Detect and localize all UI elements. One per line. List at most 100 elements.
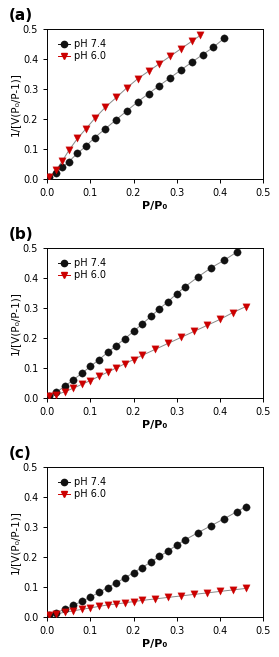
Point bbox=[123, 333, 127, 344]
Point bbox=[125, 105, 129, 116]
Point bbox=[114, 114, 119, 125]
Point bbox=[222, 514, 226, 524]
Point bbox=[80, 604, 84, 615]
Point bbox=[54, 390, 58, 400]
Point bbox=[244, 238, 248, 249]
Point bbox=[62, 386, 67, 397]
Point bbox=[140, 562, 145, 573]
Point bbox=[174, 288, 179, 299]
Point bbox=[166, 338, 170, 349]
Point bbox=[103, 124, 108, 134]
Point bbox=[60, 162, 64, 173]
Point bbox=[131, 354, 136, 365]
Point bbox=[149, 557, 153, 568]
Point bbox=[88, 375, 93, 386]
Point bbox=[222, 255, 226, 265]
Point bbox=[54, 387, 58, 397]
Point bbox=[67, 156, 71, 167]
Point bbox=[71, 600, 75, 611]
X-axis label: P/P₀: P/P₀ bbox=[142, 639, 168, 648]
Point bbox=[114, 363, 119, 373]
Point bbox=[157, 304, 162, 314]
Point bbox=[114, 340, 119, 351]
Point bbox=[62, 607, 67, 618]
Point bbox=[166, 296, 170, 307]
Point bbox=[157, 551, 162, 562]
Point bbox=[168, 51, 172, 62]
Point bbox=[205, 320, 209, 330]
Point bbox=[54, 168, 58, 178]
Point bbox=[166, 546, 170, 556]
Point bbox=[105, 582, 110, 593]
Point bbox=[166, 592, 170, 602]
Point bbox=[62, 604, 67, 615]
Point bbox=[179, 64, 183, 75]
Point bbox=[200, 49, 205, 60]
Point bbox=[97, 587, 101, 598]
Point bbox=[136, 74, 140, 84]
Y-axis label: 1/[V(P₀/P-1)]: 1/[V(P₀/P-1)] bbox=[10, 72, 20, 136]
Point bbox=[88, 602, 93, 613]
Point bbox=[196, 271, 201, 282]
Point bbox=[123, 573, 127, 583]
Point bbox=[196, 528, 201, 538]
Text: (a): (a) bbox=[8, 9, 33, 23]
Point bbox=[146, 88, 151, 99]
Point bbox=[84, 141, 88, 151]
Point bbox=[75, 133, 80, 144]
Text: (c): (c) bbox=[8, 446, 31, 461]
Point bbox=[235, 246, 239, 257]
Point bbox=[97, 371, 101, 382]
Point bbox=[183, 281, 187, 292]
Point bbox=[71, 374, 75, 385]
Point bbox=[244, 501, 248, 512]
Point bbox=[131, 568, 136, 578]
Point bbox=[192, 326, 196, 336]
Point bbox=[222, 33, 226, 43]
Point bbox=[80, 379, 84, 390]
Point bbox=[47, 610, 52, 621]
Point bbox=[92, 113, 97, 124]
Point bbox=[174, 540, 179, 551]
Legend: pH 7.4, pH 6.0: pH 7.4, pH 6.0 bbox=[56, 37, 108, 63]
Point bbox=[131, 597, 136, 607]
Y-axis label: 1/[V(P₀/P-1)]: 1/[V(P₀/P-1)] bbox=[10, 510, 20, 574]
Point bbox=[47, 391, 52, 401]
Point bbox=[230, 585, 235, 595]
Point bbox=[114, 92, 119, 102]
Point bbox=[60, 156, 64, 166]
Point bbox=[205, 587, 209, 598]
Legend: pH 7.4, pH 6.0: pH 7.4, pH 6.0 bbox=[56, 256, 108, 282]
Point bbox=[123, 598, 127, 608]
Point bbox=[88, 592, 93, 602]
Point bbox=[183, 534, 187, 545]
Legend: pH 7.4, pH 6.0: pH 7.4, pH 6.0 bbox=[56, 475, 108, 501]
Point bbox=[80, 368, 84, 378]
Point bbox=[67, 145, 71, 156]
Point bbox=[103, 102, 108, 112]
Point bbox=[114, 578, 119, 588]
Point bbox=[211, 42, 216, 53]
Point bbox=[209, 263, 213, 273]
Point bbox=[153, 344, 157, 355]
Point bbox=[71, 383, 75, 394]
Point bbox=[235, 507, 239, 517]
Point bbox=[244, 583, 248, 594]
Point bbox=[218, 586, 222, 597]
Point bbox=[47, 172, 52, 183]
Point bbox=[71, 606, 75, 616]
X-axis label: P/P₀: P/P₀ bbox=[142, 200, 168, 211]
Point bbox=[80, 596, 84, 606]
Point bbox=[114, 599, 119, 609]
Point bbox=[97, 601, 101, 612]
X-axis label: P/P₀: P/P₀ bbox=[142, 420, 168, 430]
Point bbox=[157, 58, 162, 69]
Y-axis label: 1/[V(P₀/P-1)]: 1/[V(P₀/P-1)] bbox=[10, 291, 20, 355]
Point bbox=[198, 30, 203, 41]
Point bbox=[179, 591, 183, 601]
Point bbox=[192, 589, 196, 600]
Point bbox=[140, 350, 145, 361]
Point bbox=[168, 72, 172, 83]
Point bbox=[88, 361, 93, 372]
Point bbox=[230, 307, 235, 318]
